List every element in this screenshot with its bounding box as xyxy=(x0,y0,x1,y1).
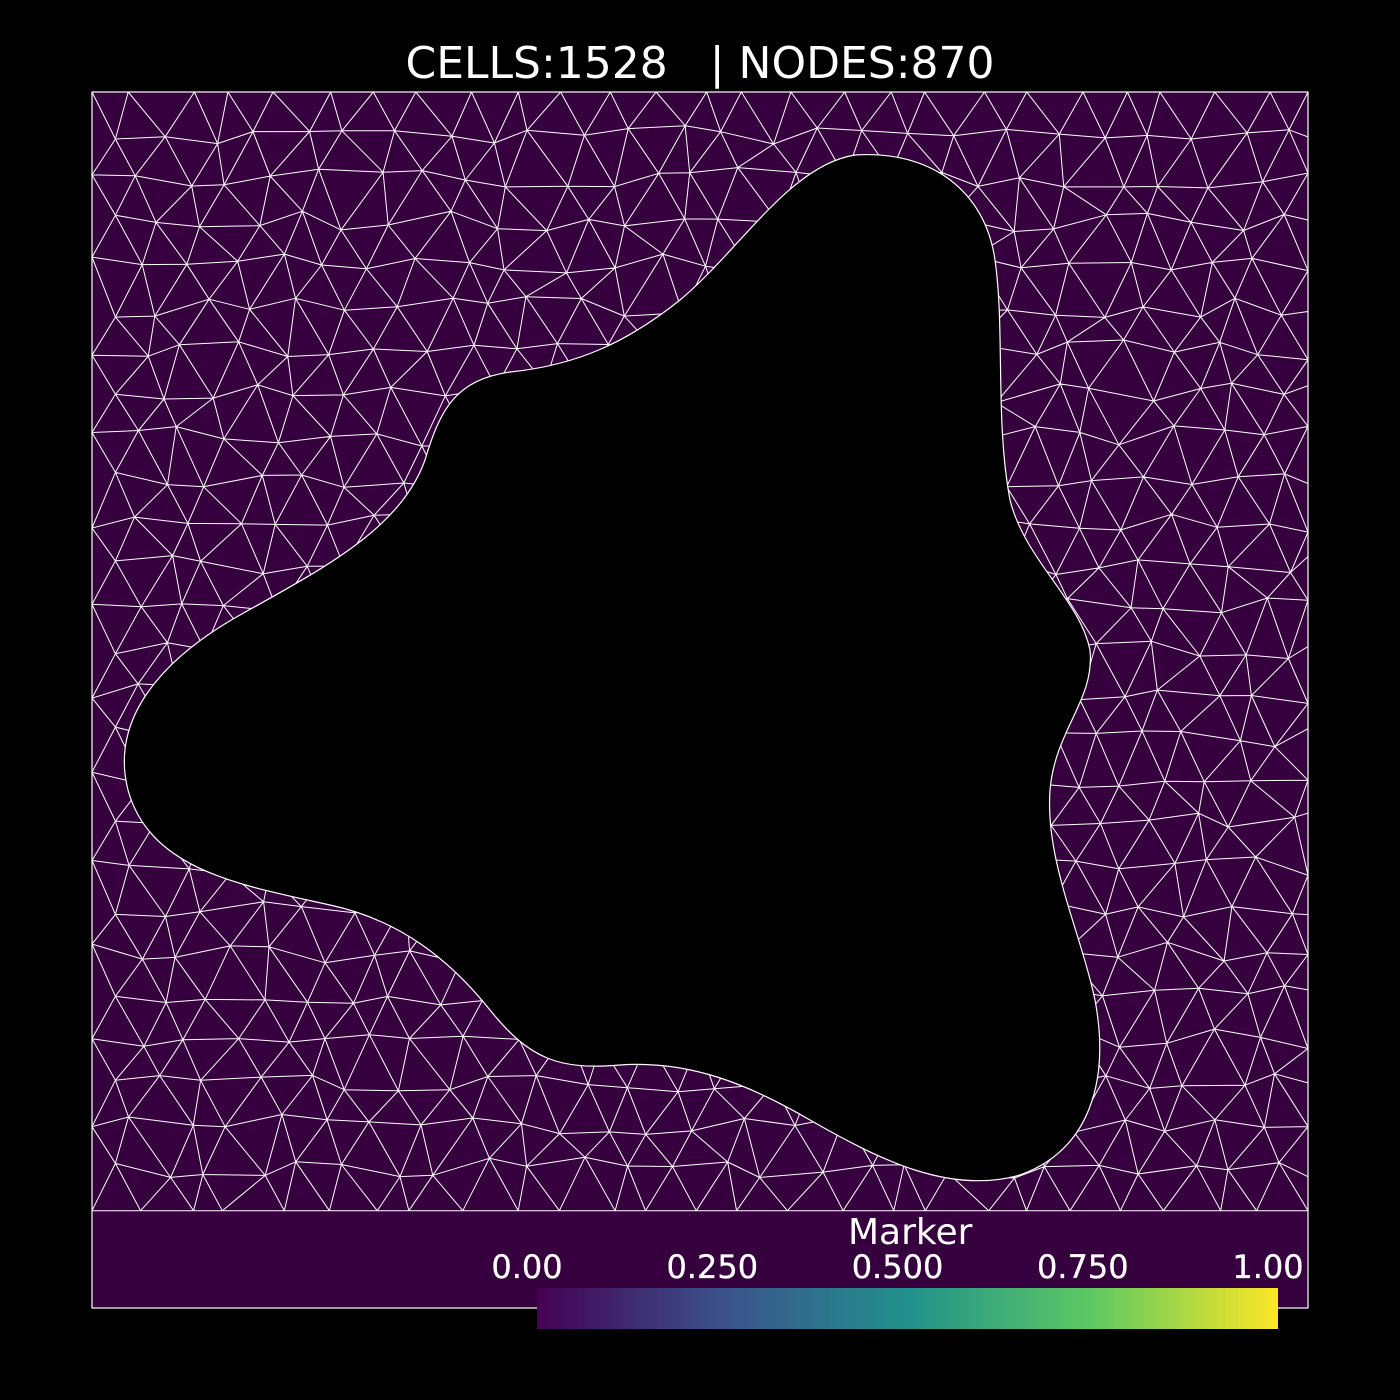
colorbar-title: Marker xyxy=(848,1212,973,1253)
colorbar-tick-label: 0.750 xyxy=(1036,1248,1129,1286)
colorbar-gradient xyxy=(537,1288,1278,1329)
cells-count: CELLS:1528 xyxy=(405,38,668,89)
colorbar-tick-label: 0.00 xyxy=(491,1248,563,1286)
mesh-stats-title: CELLS:1528 | NODES:870 xyxy=(0,38,1400,89)
stats-separator: | xyxy=(709,38,725,89)
colorbar-tick-label: 0.250 xyxy=(666,1248,759,1286)
nodes-count: NODES:870 xyxy=(738,38,995,89)
colorbar-tick-label: 0.500 xyxy=(851,1248,944,1286)
colorbar-tick-label: 1.00 xyxy=(1232,1248,1304,1286)
mesh-hole xyxy=(123,153,1101,1182)
